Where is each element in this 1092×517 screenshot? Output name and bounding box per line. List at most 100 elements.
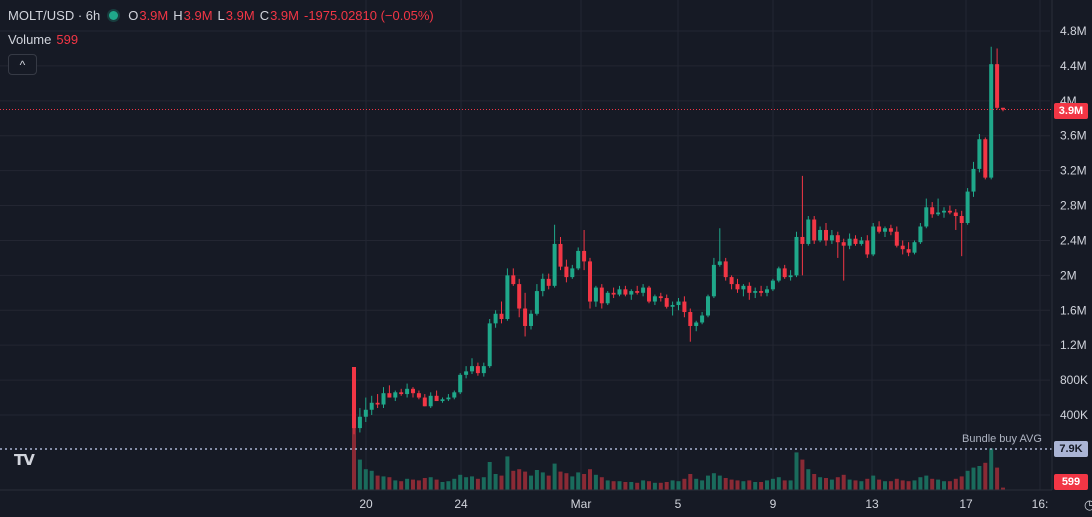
candle-body <box>700 315 705 323</box>
candle-body <box>841 242 846 246</box>
volume-bar <box>505 456 510 490</box>
volume-bar <box>865 478 870 490</box>
time-axis[interactable]: 20 24 Mar 5 9 13 17 16: <box>0 489 1052 511</box>
volume-bar <box>735 480 740 490</box>
volume-bar <box>647 481 651 490</box>
last-price-badge: 3.9M <box>1054 103 1088 119</box>
candle-body <box>481 366 486 374</box>
volume-bar <box>953 478 958 490</box>
volume-bar <box>381 476 386 490</box>
open-label: O <box>128 8 139 23</box>
volume-bar <box>829 479 834 490</box>
volume-value: 599 <box>56 32 79 47</box>
candle-body <box>505 275 510 319</box>
candle-body <box>747 285 752 293</box>
market-status-icon <box>109 11 119 20</box>
volume-bar <box>405 478 410 490</box>
volume-bar <box>706 475 710 490</box>
low-value: 3.9M <box>225 8 255 23</box>
volume-bar <box>841 474 846 490</box>
volume-bar <box>741 481 746 490</box>
candle-body <box>983 139 988 178</box>
candle-body <box>741 285 746 290</box>
candle-body <box>871 226 876 255</box>
volume-bar <box>770 478 775 490</box>
candle-body <box>770 280 775 290</box>
volume-bar <box>363 469 368 490</box>
candle-body <box>1001 107 1005 110</box>
candle-body <box>523 308 528 326</box>
volume-bar <box>936 479 941 490</box>
high-label: H <box>173 8 183 23</box>
close-label: C <box>259 8 270 23</box>
x-tick-label: 17 <box>959 497 973 511</box>
candle-body <box>387 393 392 398</box>
y-tick-label: 2.4M <box>1060 233 1087 247</box>
candle-body <box>824 229 828 241</box>
candle-body <box>788 275 793 278</box>
volume-bar <box>989 448 994 490</box>
volume-bar <box>599 477 604 490</box>
volume-bar <box>393 480 398 490</box>
symbol-title[interactable]: MOLT/USD · 6h <box>8 8 101 23</box>
candle-body <box>534 291 539 314</box>
candle-body <box>753 291 758 293</box>
candle-body <box>900 245 905 250</box>
clock-icon[interactable]: ◷ <box>1084 497 1092 512</box>
symbol-legend[interactable]: MOLT/USD · 6h O 3.9M H 3.9M L 3.9M C 3.9M -1… <box>8 8 439 23</box>
collapse-legend-button[interactable]: ^ <box>8 54 37 75</box>
candle-body <box>458 374 463 393</box>
volume-bar <box>570 476 575 490</box>
candle-body <box>894 231 899 246</box>
volume-bar <box>723 478 728 490</box>
candle-body <box>564 266 569 278</box>
bundle-avg-badge: 7.9K <box>1054 441 1088 457</box>
candle-body <box>930 207 935 215</box>
tradingview-logo[interactable]: TV <box>14 451 35 469</box>
candle-body <box>965 191 970 223</box>
candle-body <box>493 313 498 324</box>
candle-body <box>971 168 976 192</box>
candle-body <box>859 240 864 244</box>
volume-bar <box>759 482 764 490</box>
volume-bar <box>788 480 793 490</box>
volume-bar <box>369 470 374 490</box>
candle-body <box>529 313 533 326</box>
volume-legend[interactable]: Volume 599 <box>8 32 78 47</box>
volume-bar <box>576 472 581 490</box>
candle-body <box>652 296 657 302</box>
candle-body <box>363 409 368 417</box>
candle-body <box>835 235 840 243</box>
volume-bar <box>776 477 781 490</box>
volume-bar <box>481 477 486 490</box>
candle-body <box>776 268 781 281</box>
candle-body <box>723 261 728 278</box>
volume-bar <box>605 480 610 490</box>
candle-body <box>517 284 522 309</box>
volume-bar <box>470 476 474 490</box>
candle-body <box>853 238 858 244</box>
candle-body <box>381 393 386 405</box>
volume-bar <box>729 479 734 490</box>
candle-body <box>593 287 598 302</box>
volume-bar <box>523 471 528 490</box>
candle-body <box>611 292 616 295</box>
volume-bar <box>835 477 840 490</box>
volume-bar <box>853 480 858 490</box>
volume-bar <box>546 475 551 490</box>
candle-body <box>847 238 852 246</box>
volume-bar <box>965 470 970 490</box>
bundle-buy-label: Bundle buy AVG <box>962 433 1042 445</box>
volume-bar <box>593 474 598 490</box>
volume-bar <box>883 481 887 490</box>
volume-bar <box>806 469 811 490</box>
candle-body <box>511 275 516 285</box>
candle-body <box>765 289 769 293</box>
volume-bar <box>434 479 439 490</box>
volume-bar <box>452 478 457 490</box>
price-axis[interactable]: 4.8M4.4M4M3.6M3.2M2.8M2.4M2M1.6M1.2M800K… <box>1051 0 1088 490</box>
volume-bar <box>859 481 864 490</box>
volume-bar <box>753 482 758 490</box>
volume-bar <box>682 478 687 490</box>
